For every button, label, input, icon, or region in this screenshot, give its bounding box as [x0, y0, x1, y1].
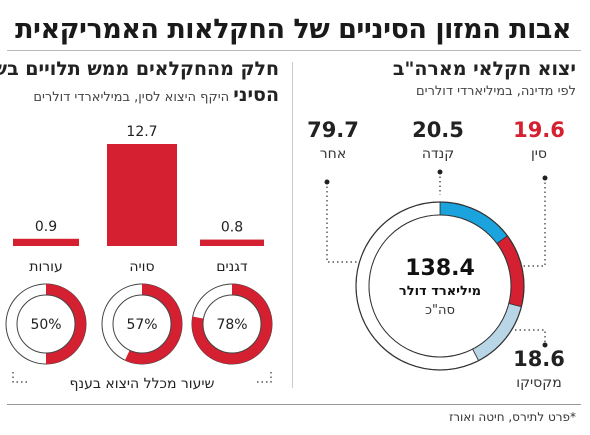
footnote-divider — [8, 404, 582, 405]
bracket — [13, 372, 273, 383]
donut-chart-subtitle: לפי מדינה, במיליארדי דולרים — [417, 84, 577, 99]
other-value-label: 79.7 — [308, 118, 360, 142]
share-rings: 78% 57% 50% — [6, 283, 274, 365]
bar-chart-subtitle: היקף היצוא לסין, במיליארדי דולרים — [34, 90, 231, 105]
bar-chart-title: חלק מהחקלאים ממש תלויים בשוק — [0, 58, 280, 80]
leader-dot-mexico — [543, 342, 549, 348]
donut-total-unit: מיליארד דולר — [400, 284, 482, 299]
share-ring-label-0: 78% — [217, 317, 248, 333]
share-ring-inner-2 — [17, 294, 77, 354]
canada-value-label: 20.5 — [413, 118, 465, 142]
bar-value-label-0: 0.8 — [222, 220, 244, 236]
share-ring-inner-0 — [203, 294, 263, 354]
bracket-label: שיעור מכלל היצוא בענף — [71, 376, 216, 392]
bar-category-label-1: סויה — [130, 259, 155, 275]
bar-chart-title-bold: הסיני — [234, 84, 280, 106]
canada-label: קנדה — [422, 146, 456, 162]
bar-category-label-2: עורות — [30, 259, 64, 275]
leader-dot-other — [325, 179, 331, 185]
leader-dot-china — [543, 175, 549, 181]
china-value-label: 19.6 — [514, 118, 566, 142]
page-title: אבות המזון הסיניים של החקלאות האמריקאית — [16, 14, 572, 45]
bar-value-label-1: 12.7 — [127, 124, 158, 140]
leader-other — [327, 182, 366, 263]
bar-value-label-2: 0.9 — [36, 219, 58, 235]
donut-chart-title: יצוא חקלאי מארה"ב — [393, 58, 577, 80]
mexico-value-label: 18.6 — [514, 347, 566, 371]
bar-chart: 0.8 דגנים 12.7 סויה 0.9 עורות — [14, 124, 265, 275]
leader-china — [516, 178, 547, 267]
bar-2 — [14, 238, 80, 246]
leader-lines — [327, 172, 547, 345]
donut-chart — [356, 201, 526, 371]
bar-chart-subtitle-line: הסיני היקף היצוא לסין, במיליארדי דולרים — [8, 84, 280, 106]
share-ring-inner-1 — [113, 294, 173, 354]
donut-outline — [356, 201, 526, 371]
bar-0 — [201, 239, 265, 246]
other-label: אחר — [320, 146, 348, 162]
title-divider — [8, 50, 582, 51]
donut-inner — [369, 214, 513, 358]
leader-mexico — [516, 329, 547, 345]
bar-category-label-0: דגנים — [217, 259, 249, 275]
column-divider — [293, 62, 294, 388]
share-ring-fill-1 — [125, 284, 183, 364]
share-ring-label-1: 57% — [127, 317, 158, 333]
donut-total-label: סה"כ — [426, 303, 456, 318]
china-label: סין — [531, 146, 549, 162]
share-ring-label-2: 50% — [31, 317, 62, 333]
mexico-label: מקסיקו — [517, 375, 563, 391]
leader-dot-canada — [438, 169, 444, 175]
share-ring-fill-2 — [47, 284, 87, 364]
donut-total-value: 138.4 — [406, 256, 476, 281]
bar-1 — [108, 144, 178, 246]
footnote: *פרט לתירס, חיטה ואורז — [450, 410, 577, 424]
